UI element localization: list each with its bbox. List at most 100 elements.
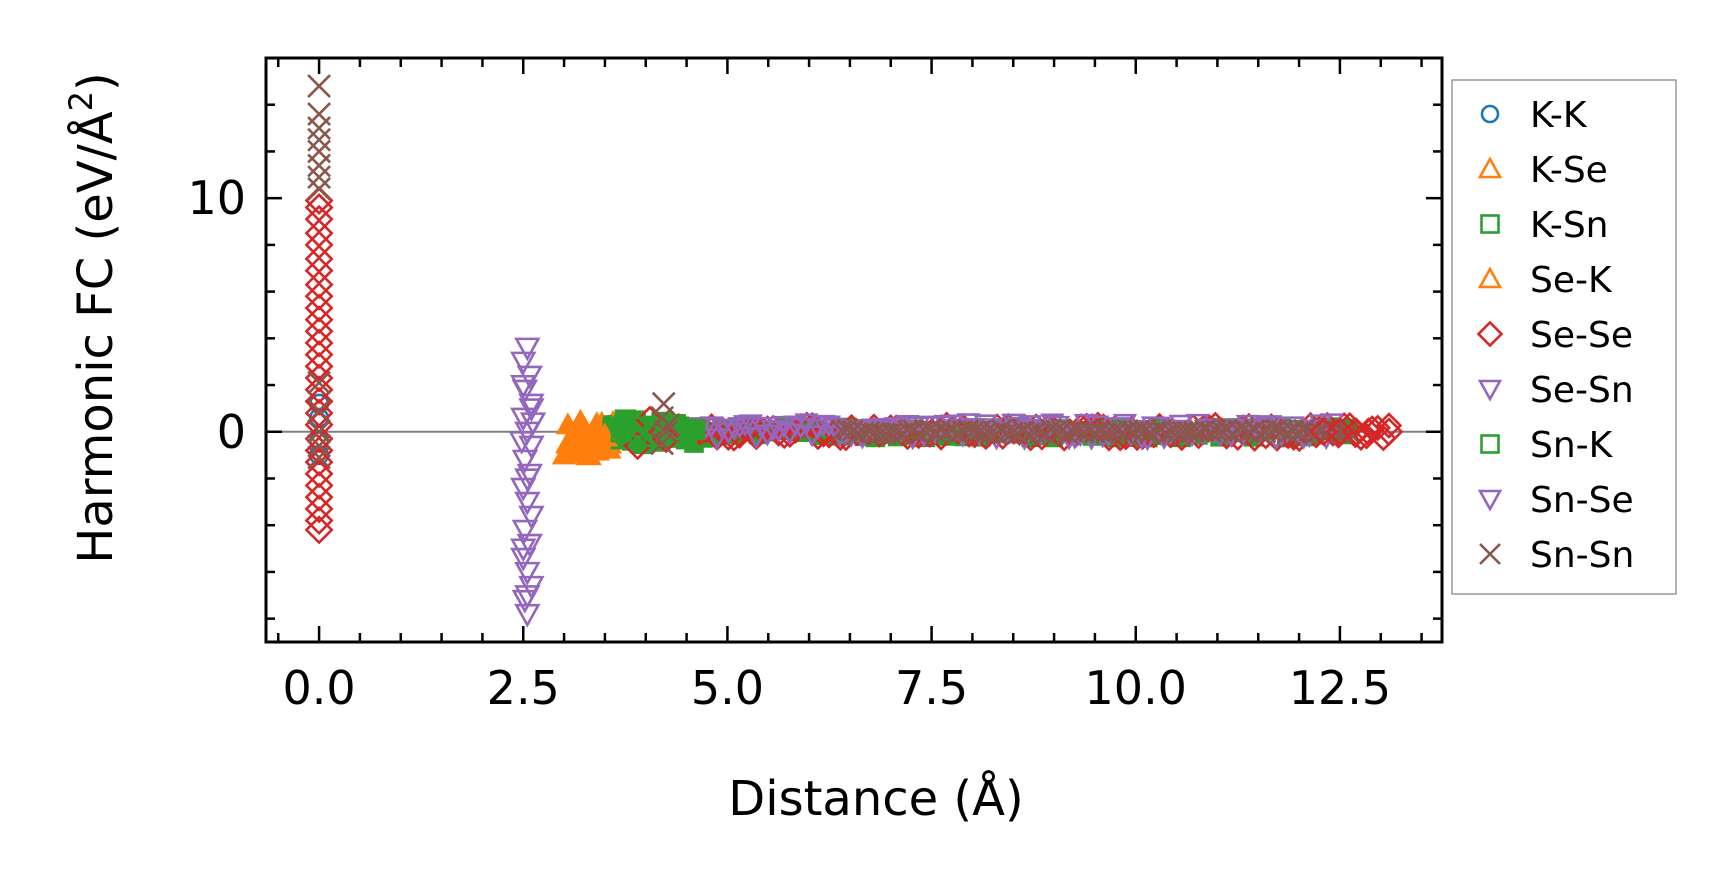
legend-marker — [1477, 379, 1503, 402]
legend-marker — [1476, 320, 1504, 348]
data-point — [514, 337, 541, 362]
data-point — [514, 491, 541, 516]
dense-band-5 — [830, 418, 1359, 446]
data-point — [510, 547, 537, 572]
data-point — [1172, 420, 1194, 443]
series-sn-sn — [307, 74, 681, 470]
data-point — [514, 585, 541, 609]
data-point — [304, 447, 334, 477]
data-point — [307, 398, 332, 423]
plot-area — [266, 74, 1442, 628]
data-point — [307, 370, 332, 395]
legend-label: Sn-Se — [1530, 480, 1634, 521]
data-point — [510, 538, 537, 563]
data-point — [1341, 417, 1371, 447]
data-point — [518, 505, 545, 530]
data-point — [510, 374, 537, 399]
y-tick-label: 0 — [217, 405, 246, 459]
data-point — [510, 351, 537, 376]
data-point — [852, 421, 875, 444]
data-point — [656, 412, 681, 437]
legend-marker — [1480, 214, 1500, 234]
data-point — [514, 468, 541, 493]
data-point — [869, 422, 892, 445]
data-point — [307, 165, 332, 190]
y-axis-label: Harmonic FC (eV/Å2) — [62, 72, 124, 564]
data-point — [307, 116, 332, 140]
y-tick-label: 10 — [187, 171, 246, 225]
y-axis-label-close: ) — [68, 72, 124, 91]
data-point — [304, 328, 334, 358]
data-point — [304, 204, 334, 234]
data-point — [1232, 419, 1255, 441]
data-point — [511, 449, 539, 474]
data-point — [304, 340, 334, 370]
legend-marker — [1477, 156, 1503, 179]
x-tick-label: 10.0 — [1085, 661, 1187, 715]
x-tick-label: 7.5 — [895, 661, 968, 715]
data-point — [1084, 422, 1106, 444]
data-point — [511, 519, 539, 544]
data-point — [304, 218, 334, 248]
legend-label: Sn-Sn — [1530, 535, 1634, 576]
data-point — [510, 407, 537, 432]
legend-label: K-Se — [1530, 150, 1608, 191]
data-point — [304, 281, 334, 311]
y-axis-label-sup: 2 — [62, 91, 100, 111]
data-point — [805, 418, 830, 441]
data-point — [610, 421, 632, 443]
data-point — [304, 459, 334, 489]
data-point — [304, 230, 334, 260]
data-point — [304, 351, 334, 381]
plot-frame — [264, 56, 1444, 644]
legend-marker — [1479, 543, 1501, 565]
data-point — [591, 422, 619, 447]
axes: 0.0 2.5 5.0 7.5 10.0 12.5 0 10 Distance (Å) Harmo… — [62, 56, 1444, 827]
data-point — [1006, 422, 1029, 445]
data-point — [304, 398, 334, 428]
data-point — [902, 419, 925, 442]
data-point — [304, 375, 334, 405]
data-point — [1374, 417, 1404, 447]
data-point — [304, 270, 334, 300]
data-point — [1161, 421, 1183, 444]
data-point — [716, 422, 741, 445]
data-point — [518, 398, 545, 423]
data-point — [307, 433, 332, 458]
data-point — [1050, 420, 1073, 442]
data-point — [304, 386, 334, 416]
data-point — [721, 418, 747, 441]
data-point — [1337, 420, 1359, 443]
x-tick-label: 2.5 — [487, 661, 560, 715]
legend-marker — [1477, 489, 1503, 512]
data-point — [794, 413, 819, 436]
x-tick-label: 12.5 — [1289, 661, 1391, 715]
data-point — [1353, 422, 1380, 450]
data-point — [659, 418, 681, 441]
legend-label: Se-K — [1530, 260, 1613, 301]
legend-label: Sn-K — [1530, 425, 1614, 466]
data-point — [973, 423, 996, 445]
data-point — [567, 413, 594, 438]
data-point — [307, 74, 332, 98]
data-point — [304, 424, 334, 454]
x-tick-label: 5.0 — [691, 661, 764, 715]
legend-marker — [1480, 434, 1500, 454]
data-point — [514, 561, 541, 586]
data-point — [304, 244, 334, 274]
data-point — [304, 316, 334, 346]
data-point — [307, 176, 332, 201]
data-point — [559, 425, 586, 449]
legend-marker — [1477, 266, 1503, 289]
data-point — [684, 418, 706, 441]
legend-marker — [1480, 104, 1500, 124]
data-point — [304, 470, 334, 500]
data-point — [307, 153, 332, 178]
data-point — [304, 256, 334, 286]
y-axis-label-main: Harmonic FC (eV/Å — [67, 111, 124, 564]
legend-label: Se-Sn — [1530, 370, 1634, 411]
data-point — [307, 445, 332, 470]
data-point — [304, 293, 334, 323]
data-point — [304, 435, 334, 465]
